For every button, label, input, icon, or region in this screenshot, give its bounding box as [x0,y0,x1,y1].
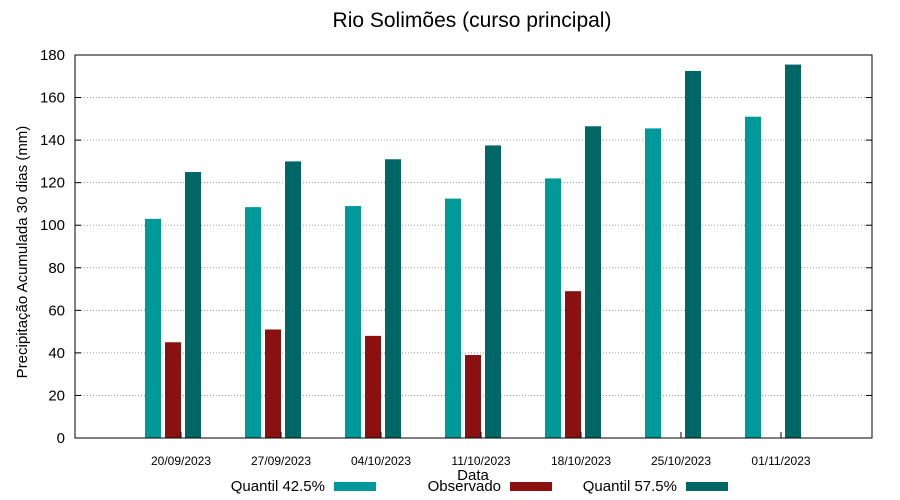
y-tick-label: 60 [48,302,65,319]
bar-observado-3 [465,355,481,438]
legend-swatch [334,482,376,491]
chart-title: Rio Solimões (curso principal) [333,9,612,32]
y-tick-label: 140 [40,132,65,149]
legend-label: Quantil 57.5% [583,478,677,495]
legend-swatch [686,482,728,491]
x-axis-ticks: 20/09/2023 27/09/2023 04/10/2023 11/10/2023… [151,432,811,468]
x-tick-label: 11/10/2023 [451,454,510,468]
x-tick-label: 20/09/2023 [151,454,211,468]
bar-quantil-42-5--6 [745,116,761,438]
bar-quantil-57-5--4 [585,126,601,439]
y-tick-label: 160 [40,90,65,107]
bar-quantil-42-5--2 [345,206,361,438]
y-tick-label: 40 [48,345,65,362]
x-axis-label: Data [457,467,489,484]
y-tick-label: 100 [40,217,65,234]
y-tick-label: 0 [57,430,65,447]
y-axis-label: Precipitação Acumulada 30 dias (mm) [14,126,31,379]
legend-swatch [510,482,552,491]
bar-observado-0 [165,342,181,438]
legend: Quantil 42.5% Observado Quantil 57.5% [231,478,728,495]
y-tick-label: 120 [40,175,65,192]
legend-label: Observado [428,478,501,495]
x-tick-label: 04/10/2023 [351,454,411,468]
y-tick-label: 180 [40,47,65,64]
x-tick-label: 25/10/2023 [651,454,711,468]
bar-observado-2 [365,335,381,438]
bar-quantil-42-5--3 [445,198,461,438]
bar-observado-4 [565,291,581,438]
x-tick-label: 18/10/2023 [551,454,611,468]
bars-group [145,64,801,439]
legend-label: Quantil 42.5% [231,478,325,495]
x-tick-label: 27/09/2023 [251,454,311,468]
bar-observado-1 [265,329,281,438]
bar-quantil-57-5--6 [785,64,801,438]
bar-quantil-57-5--2 [385,159,401,438]
y-axis-ticks: 0 20 40 60 80 100 120 140 160 180 [40,47,872,447]
bar-quantil-42-5--5 [645,128,661,439]
bar-quantil-57-5--5 [685,70,701,438]
bar-quantil-42-5--0 [145,218,161,438]
y-tick-label: 20 [48,387,65,404]
bar-quantil-57-5--3 [485,145,501,439]
y-tick-label: 80 [48,260,65,277]
bar-quantil-57-5--1 [285,161,301,438]
grid-lines [75,97,872,396]
bar-quantil-57-5--0 [185,172,201,438]
plot-frame [74,54,873,439]
bar-quantil-42-5--4 [545,178,561,438]
bar-quantil-42-5--1 [245,207,261,438]
x-tick-label: 01/11/2023 [751,454,810,468]
